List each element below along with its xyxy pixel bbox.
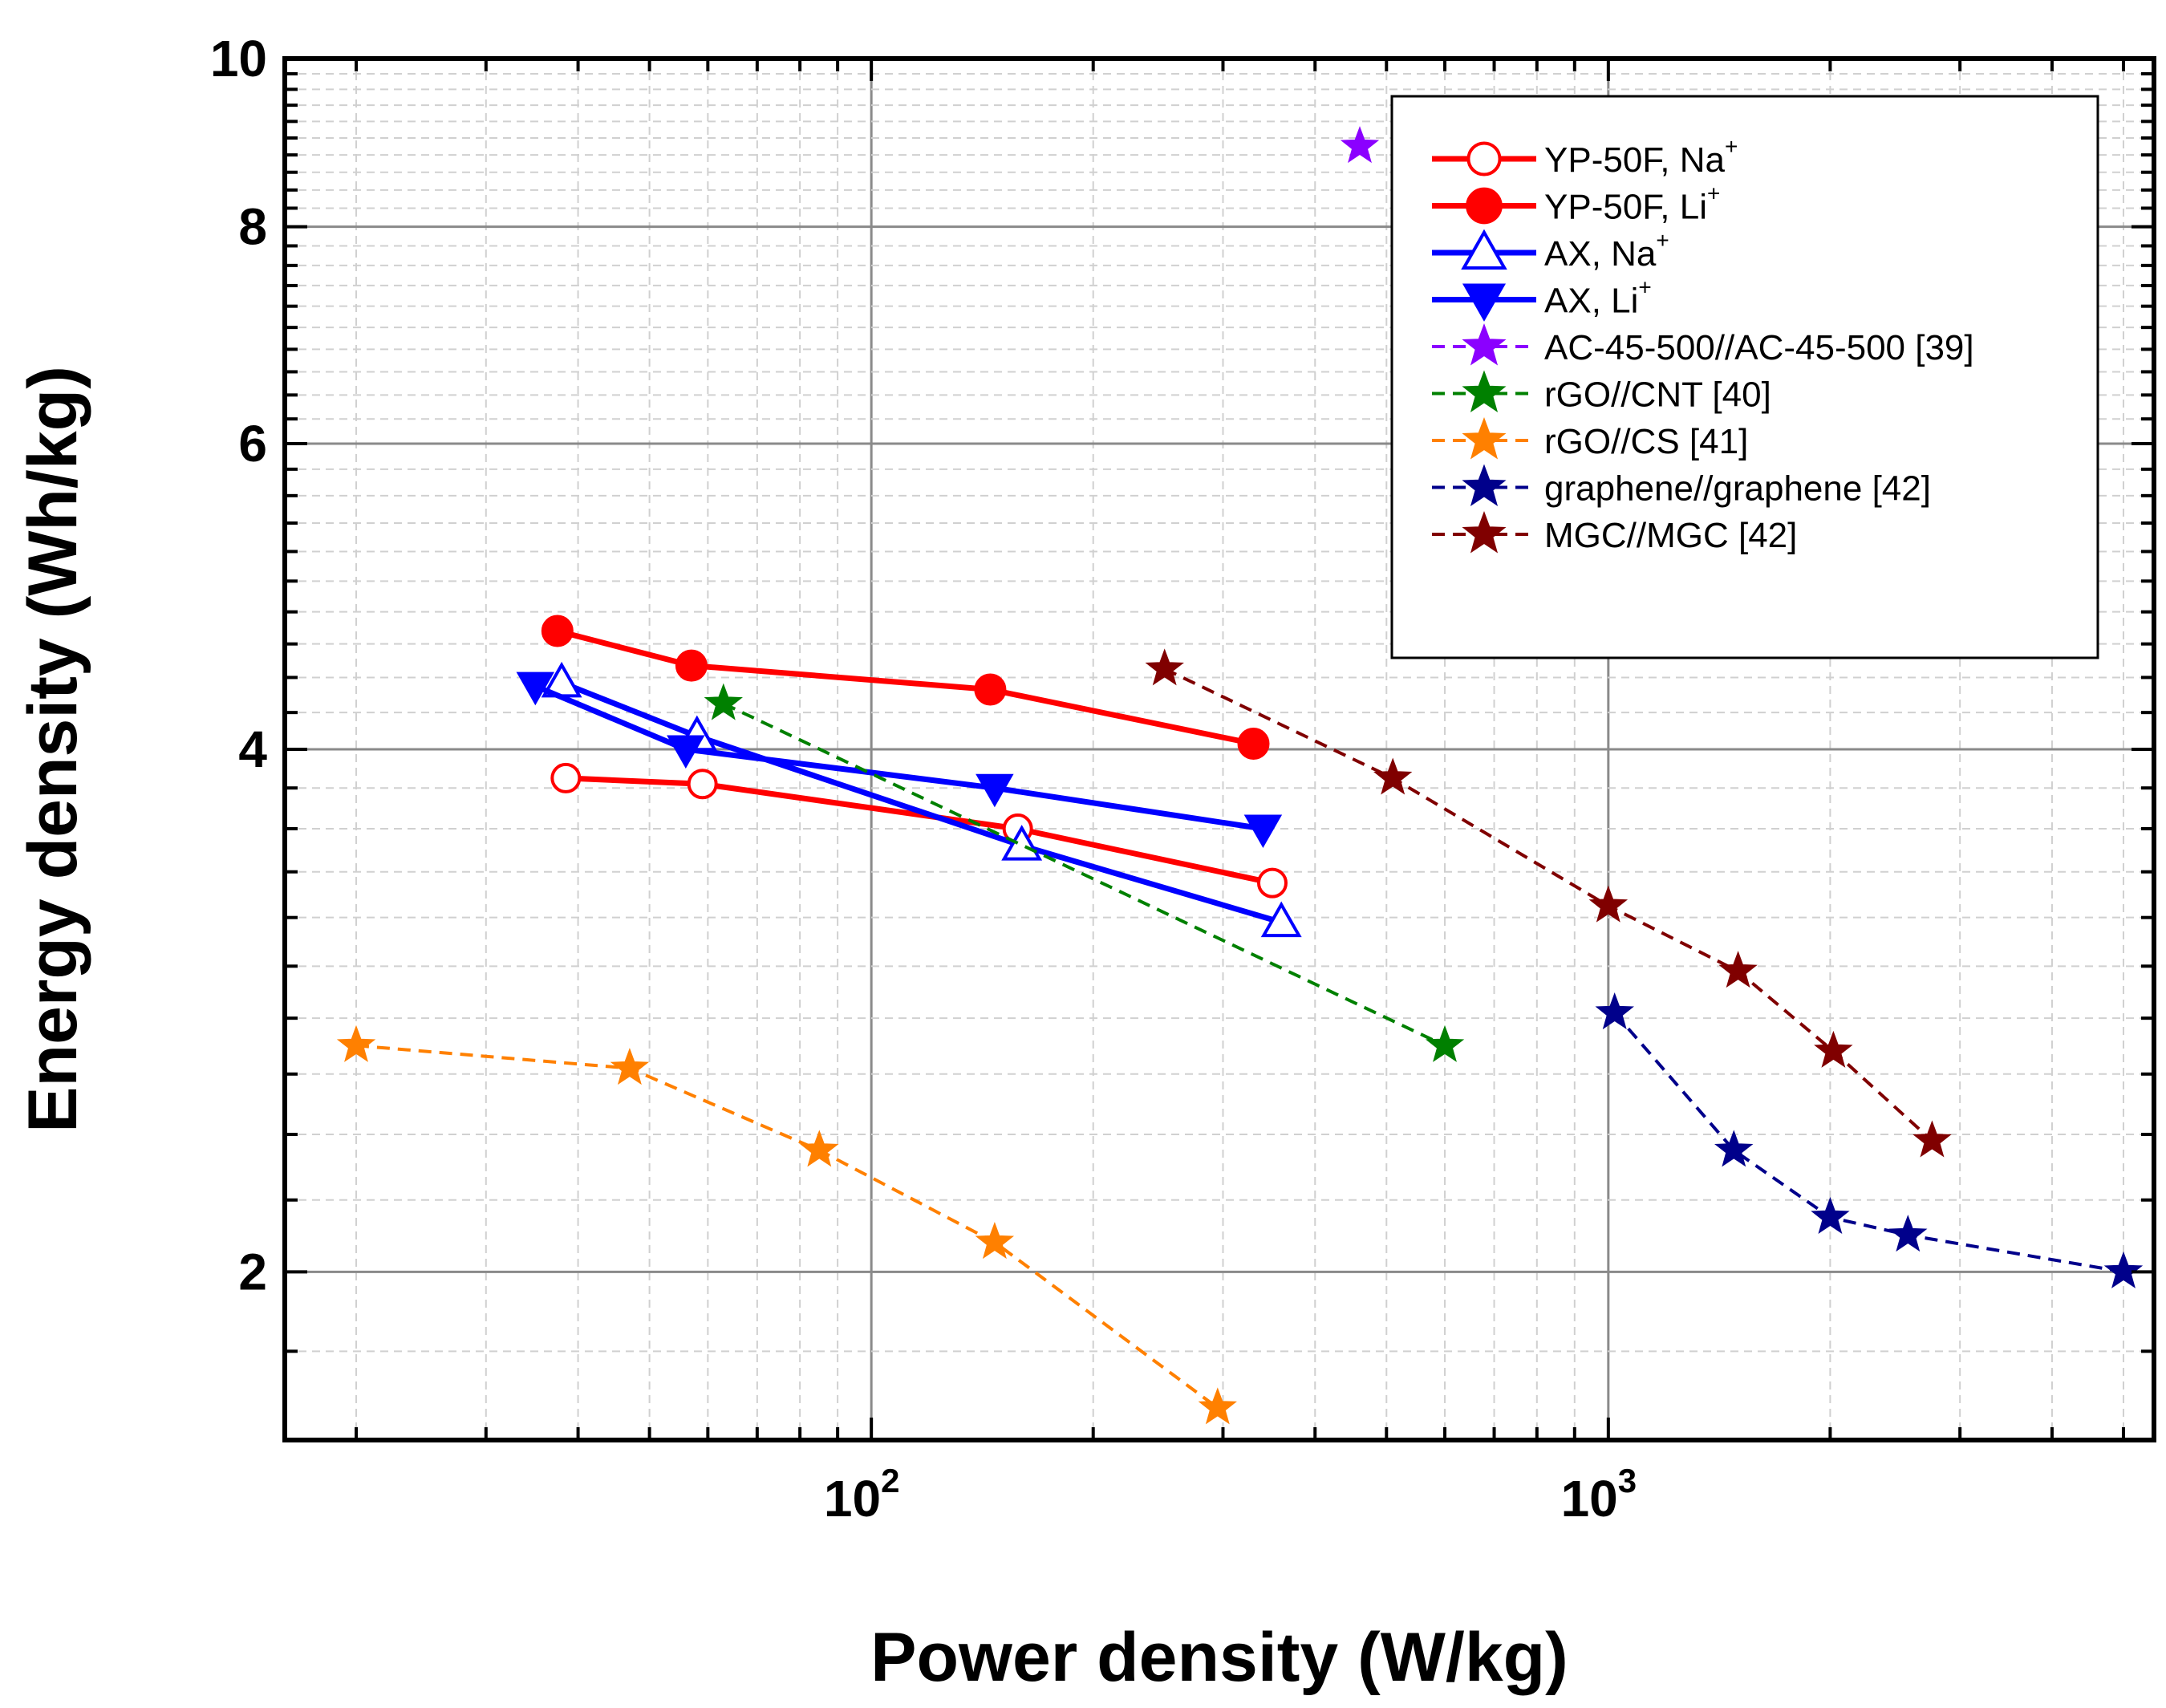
data-point-star (1595, 992, 1634, 1030)
data-point-circle-filled (541, 615, 574, 647)
data-point-circle-open (1466, 141, 1502, 176)
series-line (560, 680, 1283, 925)
legend-label: YP-50F, Li+ (1544, 181, 1720, 227)
legend-label: AC-45-500//AC-45-500 [39] (1544, 328, 1974, 367)
series-line (566, 775, 1273, 886)
data-point-triangle-down-filled (1462, 283, 1507, 322)
x-axis-title: Power density (W/kg) (870, 1619, 1568, 1696)
data-point-triangle-up-open (1001, 825, 1043, 861)
data-point-star (1718, 951, 1758, 988)
series-7 (1595, 992, 2144, 1288)
data-point-star (975, 1222, 1015, 1260)
data-point-star (1811, 1196, 1850, 1234)
data-point-circle-open (550, 762, 582, 793)
series-line (1163, 667, 1933, 1142)
data-point-star (1462, 510, 1507, 554)
series-line (722, 702, 1446, 1048)
data-point-star (1425, 1024, 1465, 1062)
data-point-triangle-down-filled (667, 735, 705, 769)
data-point-star (1462, 323, 1507, 366)
y-tick-label: 4 (238, 720, 267, 778)
data-point-star (2103, 1251, 2144, 1288)
legend-label: MGC//MGC [42] (1544, 516, 1797, 555)
data-point-star (800, 1130, 839, 1167)
data-point-circle-filled (1466, 187, 1503, 225)
legend-box (1390, 95, 2099, 659)
legend-entry: AX, Na+ (1432, 228, 1669, 274)
data-point-circle-filled (675, 649, 708, 682)
axis-ticks (285, 57, 2154, 1442)
legend-entry: AC-45-500//AC-45-500 [39] (1432, 323, 1974, 367)
data-point-star (1198, 1387, 1237, 1425)
series-1 (541, 615, 1270, 760)
y-tick-label: 6 (238, 415, 267, 473)
legend-entry: MGC//MGC [42] (1432, 510, 1797, 555)
data-point-star (1912, 1120, 1952, 1158)
y-tick-label: 8 (238, 198, 267, 256)
data-point-star (1373, 757, 1413, 795)
legend-label: YP-50F, Na+ (1544, 134, 1738, 180)
legend-entry: rGO//CNT [40] (1432, 370, 1771, 415)
legend-label: rGO//CNT [40] (1544, 375, 1771, 415)
data-point-triangle-down-filled (976, 773, 1014, 808)
series-line (556, 628, 1255, 747)
series-5 (704, 683, 1465, 1062)
data-point-triangle-up-open (1260, 901, 1302, 938)
series-3 (516, 671, 1283, 849)
legend-entry: YP-50F, Na+ (1432, 134, 1738, 180)
data-point-star (610, 1048, 650, 1085)
legend-entry: AX, Li+ (1432, 275, 1652, 322)
legend-entry: YP-50F, Li+ (1432, 181, 1720, 227)
data-point-star (1340, 126, 1380, 164)
data-point-triangle-up-open (1461, 229, 1507, 270)
y-tick-label: 2 (238, 1243, 267, 1300)
legend-superscript: + (1707, 181, 1720, 206)
data-point-star (1714, 1130, 1754, 1167)
data-point-star (1145, 648, 1184, 686)
series-line (533, 683, 1264, 832)
data-point-circle-open (687, 769, 718, 800)
legend-label: AX, Li+ (1544, 275, 1652, 321)
data-point-star (1462, 416, 1507, 460)
x-tick-exponent: 2 (881, 1462, 899, 1499)
legend-label: graphene//graphene [42] (1544, 469, 1931, 509)
data-point-triangle-down-filled (1243, 814, 1283, 849)
legend-label: rGO//CS [41] (1544, 422, 1748, 461)
data-point-star (1462, 370, 1507, 412)
data-point-star (1814, 1030, 1853, 1068)
legend-superscript: + (1725, 134, 1738, 159)
series-6 (336, 1024, 1237, 1425)
data-point-star (1588, 885, 1629, 923)
legend: YP-50F, Na+YP-50F, Li+AX, Na+AX, Li+ AC-4… (1390, 95, 2099, 659)
y-axis-title: Energy density (Wh/kg) (14, 366, 91, 1133)
series-layer (336, 126, 2144, 1425)
data-point-circle-filled (974, 673, 1007, 706)
y-tick-label: 10 (210, 30, 267, 87)
data-point-triangle-down-filled (516, 671, 555, 706)
legend-label: AX, Na+ (1544, 228, 1669, 274)
series-4 (1340, 126, 1380, 164)
data-point-star (1462, 464, 1507, 506)
legend-superscript: + (1656, 228, 1669, 253)
legend-entry: rGO//CS [41] (1432, 416, 1748, 461)
data-point-star (704, 683, 743, 720)
data-point-star (336, 1024, 376, 1062)
x-tick-exponent: 3 (1618, 1462, 1637, 1499)
data-point-star (1888, 1215, 1928, 1252)
legend-superscript: + (1638, 275, 1651, 300)
data-point-circle-filled (1237, 727, 1270, 760)
series-8 (1145, 648, 1952, 1158)
legend-entry: graphene//graphene [42] (1432, 464, 1931, 509)
data-point-circle-open (1256, 867, 1288, 899)
